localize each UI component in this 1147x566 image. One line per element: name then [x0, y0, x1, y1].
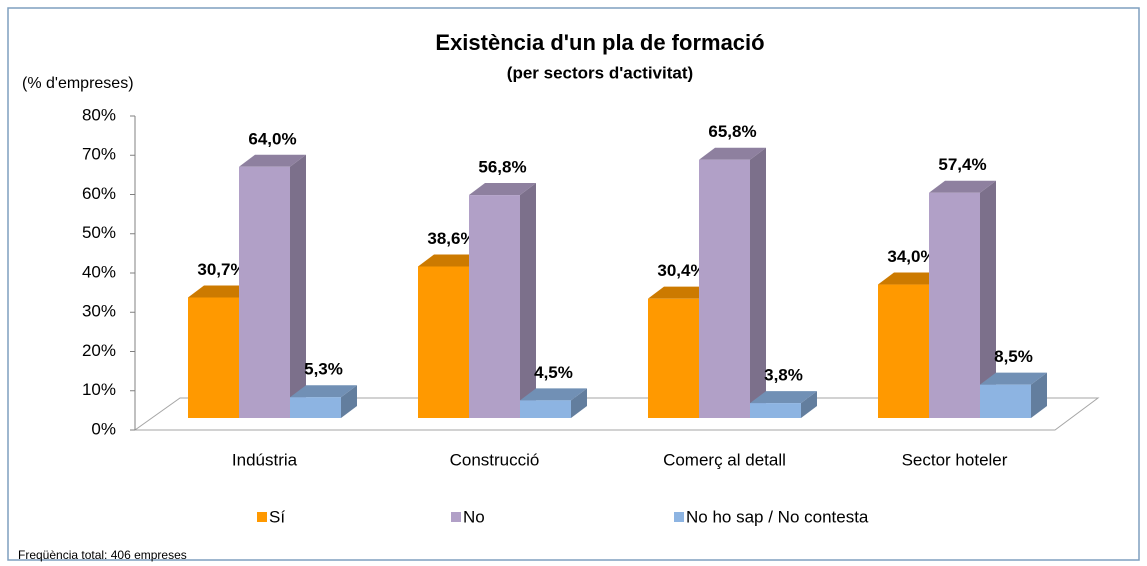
legend-swatch	[257, 512, 267, 522]
chart-title: Existència d'un pla de formació	[435, 30, 764, 55]
floor	[133, 397, 1100, 431]
y-tick-label: 70%	[82, 145, 116, 164]
bar	[290, 397, 341, 418]
bar-side	[520, 183, 536, 418]
y-tick-label: 10%	[82, 380, 116, 399]
bar-side	[1031, 372, 1047, 418]
bar	[469, 195, 520, 418]
bar-top	[878, 272, 945, 285]
bar-side	[290, 154, 306, 419]
bar-side	[571, 388, 587, 418]
bar-side	[341, 385, 357, 418]
y-tick-label: 60%	[82, 184, 116, 203]
legend-label: Sí	[269, 507, 285, 526]
y-tick-label: 30%	[82, 302, 116, 321]
value-label: 34,0%	[887, 247, 935, 266]
footnote: Freqüència total: 406 empreses	[18, 548, 187, 562]
legend-label: No	[463, 507, 485, 526]
bar	[418, 266, 469, 418]
value-label: 5,3%	[304, 360, 343, 379]
value-label: 30,7%	[197, 260, 245, 279]
value-label: 4,5%	[534, 363, 573, 382]
bar-top	[980, 372, 1047, 385]
bar-side	[980, 180, 996, 418]
bar	[648, 298, 699, 418]
bar-top	[418, 254, 485, 267]
y-tick-label: 80%	[82, 105, 116, 124]
legend-swatch	[674, 512, 684, 522]
value-label: 57,4%	[938, 155, 986, 174]
value-label: 65,8%	[708, 122, 756, 141]
bar-top	[188, 285, 255, 298]
value-label: 8,5%	[994, 347, 1033, 366]
bar	[520, 400, 571, 418]
y-tick-label: 20%	[82, 341, 116, 360]
value-label: 30,4%	[657, 261, 705, 280]
x-tick-label: Construcció	[450, 450, 540, 469]
value-label: 64,0%	[248, 129, 296, 148]
value-label: 3,8%	[764, 366, 803, 385]
bar-top	[929, 180, 996, 193]
bar-top	[520, 388, 587, 401]
value-label: 38,6%	[427, 229, 475, 248]
legend-swatch	[451, 512, 461, 522]
x-tick-label: Comerç al detall	[663, 450, 786, 469]
bar-top	[239, 154, 306, 167]
y-axis-label: (% d'empreses)	[22, 75, 134, 92]
bar	[188, 297, 239, 418]
bar	[980, 384, 1031, 418]
y-tick-label: 50%	[82, 223, 116, 242]
legend-label: No ho sap / No contesta	[686, 507, 869, 526]
value-label: 56,8%	[478, 158, 526, 177]
y-tick-label: 40%	[82, 262, 116, 281]
bar	[239, 166, 290, 418]
bar-side	[750, 147, 766, 419]
bar-top	[290, 385, 357, 398]
x-tick-label: Sector hoteler	[902, 450, 1008, 469]
bar	[929, 192, 980, 418]
bar-top	[750, 391, 817, 404]
y-tick-label: 0%	[91, 419, 116, 438]
bar-side	[801, 391, 817, 418]
bar-top	[648, 286, 715, 299]
chart-subtitle: (per sectors d'activitat)	[507, 63, 693, 82]
bar	[878, 284, 929, 418]
x-tick-label: Indústria	[232, 450, 298, 469]
bar	[750, 403, 801, 418]
bar-top	[699, 147, 766, 160]
bar	[699, 159, 750, 419]
bar-top	[469, 183, 536, 196]
